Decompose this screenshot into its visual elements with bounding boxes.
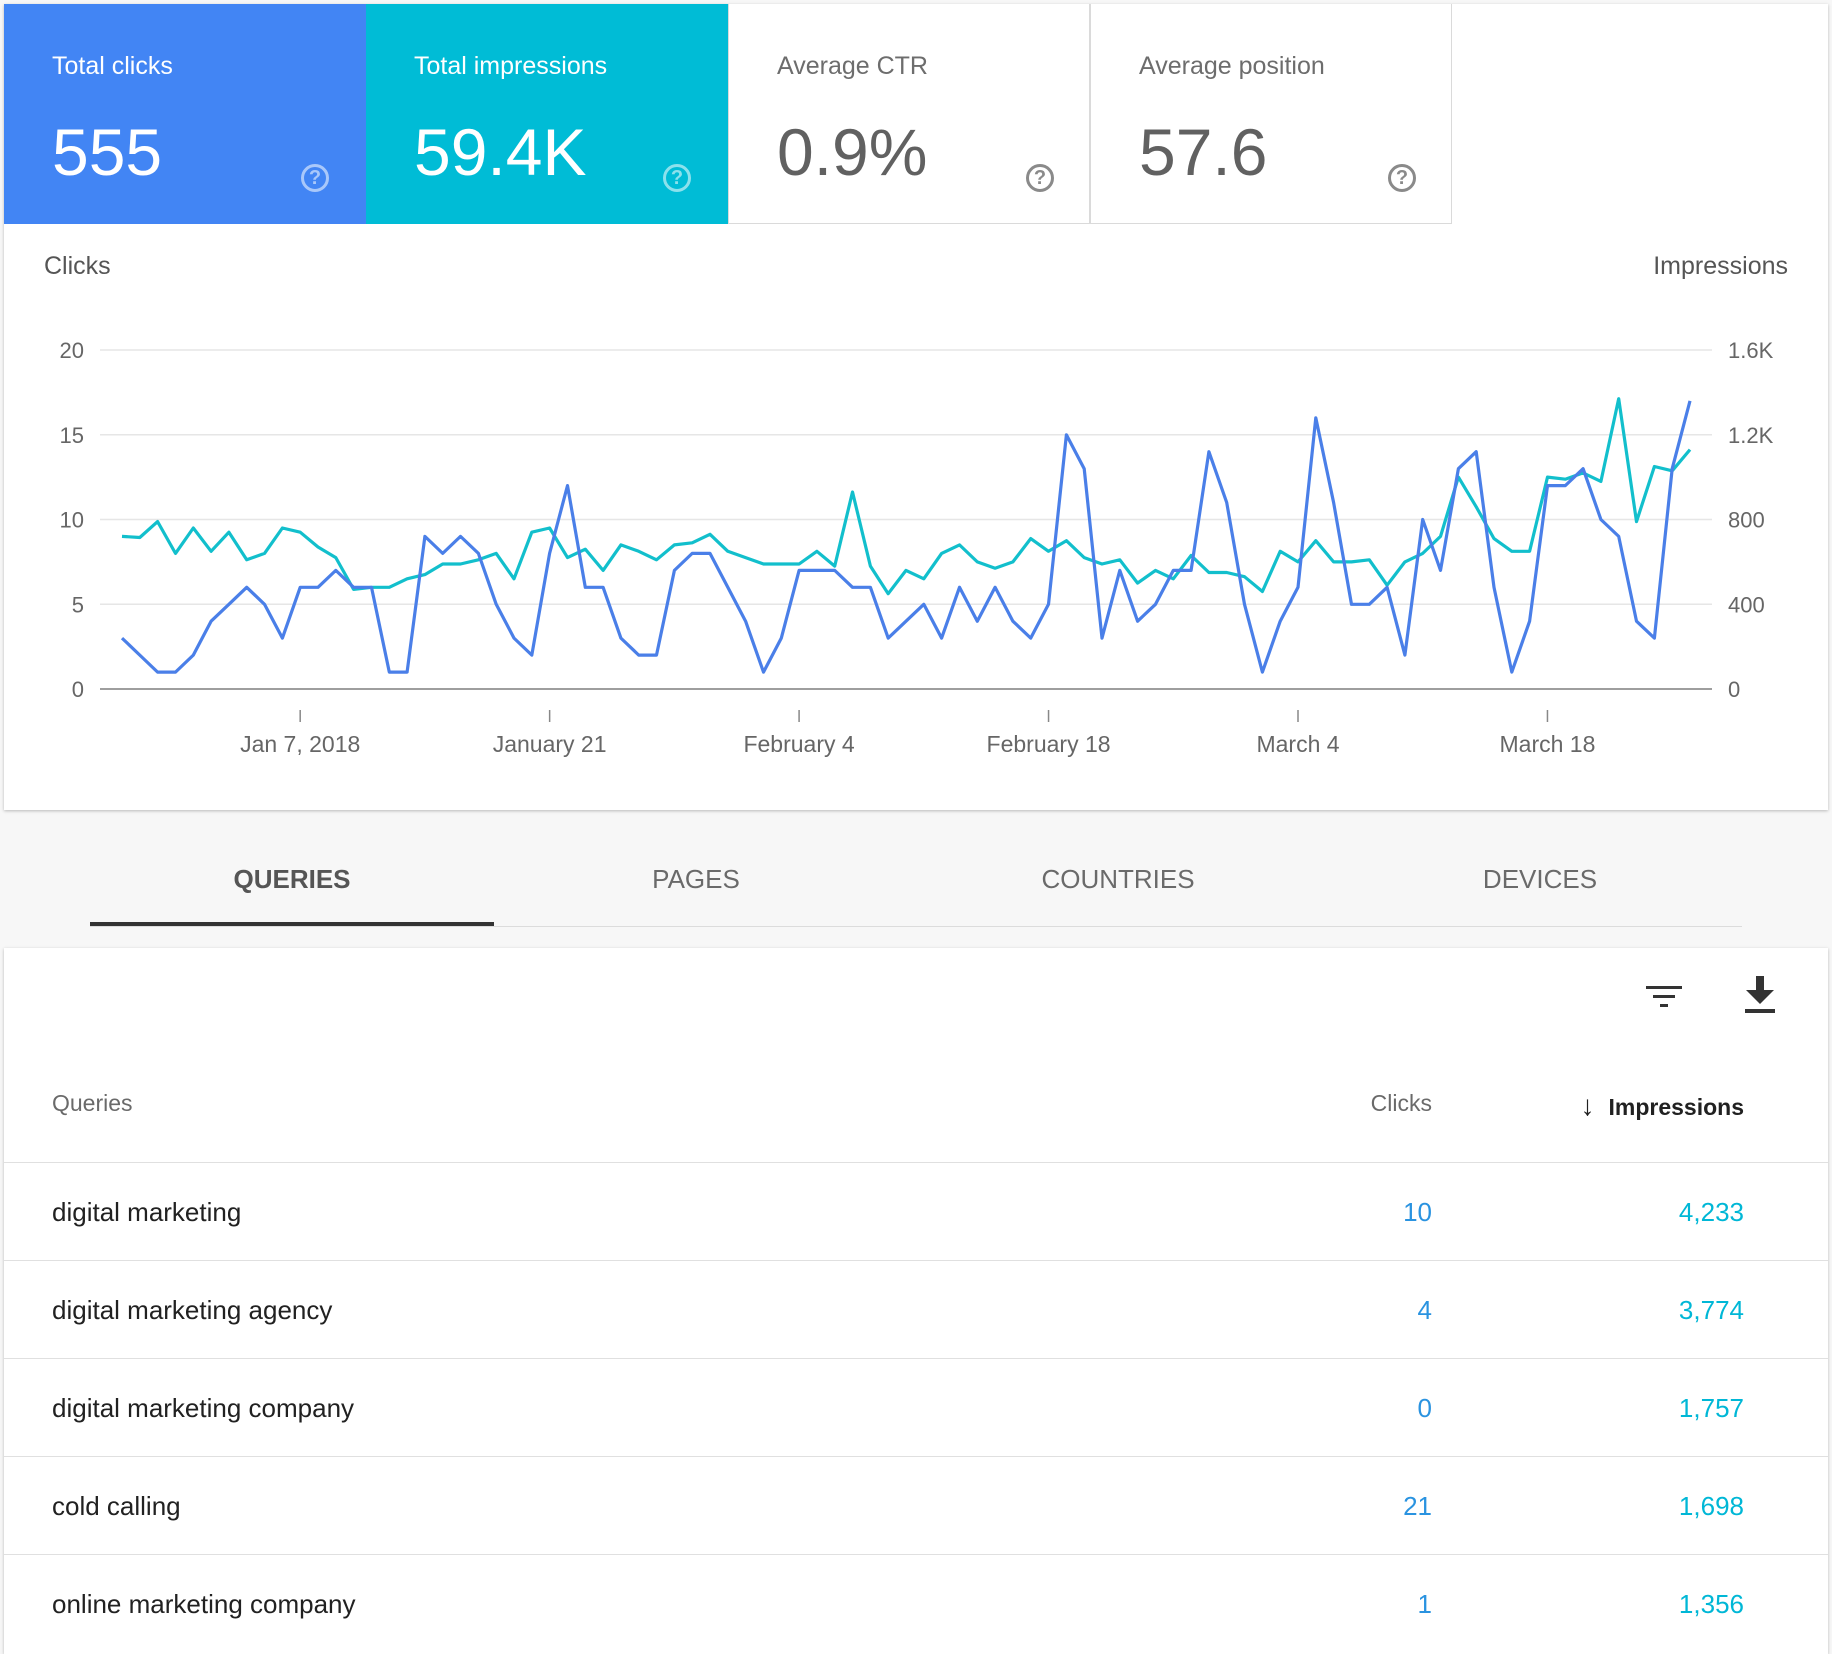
table-row[interactable]: digital marketing company 0 1,757 [4,1358,1828,1457]
x-tick-label: February 4 [743,731,854,757]
row-impressions: 1,356 [1678,1589,1744,1619]
download-icon[interactable] [1742,974,1778,1016]
y-left-axis-title: Clicks [44,252,111,280]
metric-value: 59.4K [414,115,587,189]
chart-grid [100,349,1712,690]
y-right-tick-label: 1.6K [1728,338,1774,363]
tab-countries[interactable]: COUNTRIES [1041,864,1195,894]
column-header-impressions[interactable]: ↓ Impressions [1581,1090,1745,1122]
row-query: digital marketing agency [52,1295,333,1325]
help-icon[interactable]: ? [301,164,329,192]
series-line-clicks [120,400,1692,674]
y-right-tick-label: 800 [1728,508,1765,533]
help-icon[interactable]: ? [1026,164,1054,192]
help-icon[interactable]: ? [663,164,691,192]
metric-label: Total clicks [52,52,173,80]
sort-arrow-icon: ↓ [1580,1090,1595,1121]
filter-icon[interactable] [1644,978,1684,1018]
dimension-tabs: QUERIES PAGES COUNTRIES DEVICES [90,836,1742,927]
y-left-tick-label: 0 [72,677,84,702]
x-tick-label: January 21 [493,731,607,757]
table-row[interactable]: digital marketing agency 4 3,774 [4,1260,1828,1359]
row-clicks: 0 [1417,1393,1432,1423]
row-clicks: 21 [1403,1491,1432,1521]
row-clicks: 4 [1417,1295,1432,1325]
metric-total-impressions[interactable]: Total impressions 59.4K ? [366,4,728,224]
y-left-tick-label: 5 [72,592,84,617]
metric-average-position[interactable]: Average position 57.6 ? [1090,4,1452,224]
metric-label: Average CTR [777,52,928,80]
row-query: cold calling [52,1491,181,1521]
y-right-axis-title: Impressions [1653,252,1788,280]
metric-value: 555 [52,115,163,189]
y-right-tick-label: 1.2K [1728,423,1774,448]
metric-value: 0.9% [777,115,928,189]
performance-card: Total clicks 555 ? Total impressions 59.… [4,4,1828,810]
row-impressions: 4,233 [1678,1197,1744,1227]
column-header-queries[interactable]: Queries [52,1090,133,1116]
row-impressions: 1,698 [1678,1491,1744,1521]
row-clicks: 10 [1403,1197,1432,1227]
row-impressions: 3,774 [1678,1295,1744,1325]
queries-table: Queries Clicks ↓ Impressions digital mark… [4,948,1828,1654]
metric-label: Average position [1139,52,1325,80]
chart-series [120,397,1692,674]
x-tick-label: Jan 7, 2018 [240,731,360,757]
help-icon[interactable]: ? [1388,164,1416,192]
table-row[interactable]: cold calling 21 1,698 [4,1456,1828,1555]
y-left-tick-label: 15 [60,423,84,448]
x-tick-label: March 4 [1256,731,1339,757]
row-impressions: 1,757 [1678,1393,1744,1423]
y-left-tick-label: 10 [60,508,84,533]
column-header-clicks[interactable]: Clicks [1370,1090,1432,1116]
x-tick-label: February 18 [987,731,1111,757]
y-right-tick-label: 0 [1728,677,1740,702]
row-query: digital marketing [52,1197,242,1227]
tab-pages[interactable]: PAGES [652,864,740,894]
table-row[interactable]: digital marketing 10 4,233 [4,1162,1828,1261]
metric-label: Total impressions [414,52,608,80]
tab-devices[interactable]: DEVICES [1482,864,1598,894]
series-line-impressions [121,397,1692,596]
row-query: online marketing company [52,1589,356,1619]
performance-chart: Clicks Impressions 0 0 5 400 10 800 15 1.2K 20 1.6K… [44,252,1788,757]
chart-axes: Clicks Impressions 0 0 5 400 10 800 15 1.2K 20 1.6K… [44,252,1788,757]
metric-total-clicks[interactable]: Total clicks 555 ? [4,4,366,224]
row-clicks: 1 [1417,1589,1432,1619]
y-right-tick-label: 400 [1728,592,1765,617]
tab-queries[interactable]: QUERIES [90,836,494,926]
row-query: digital marketing company [52,1393,355,1423]
metric-value: 57.6 [1139,115,1268,189]
table-row[interactable]: online marketing company 1 1,356 [4,1554,1828,1653]
x-tick-label: March 18 [1500,731,1596,757]
metric-average-ctr[interactable]: Average CTR 0.9% ? [728,4,1090,224]
y-left-tick-label: 20 [60,338,84,363]
column-header-label: Impressions [1608,1094,1745,1120]
